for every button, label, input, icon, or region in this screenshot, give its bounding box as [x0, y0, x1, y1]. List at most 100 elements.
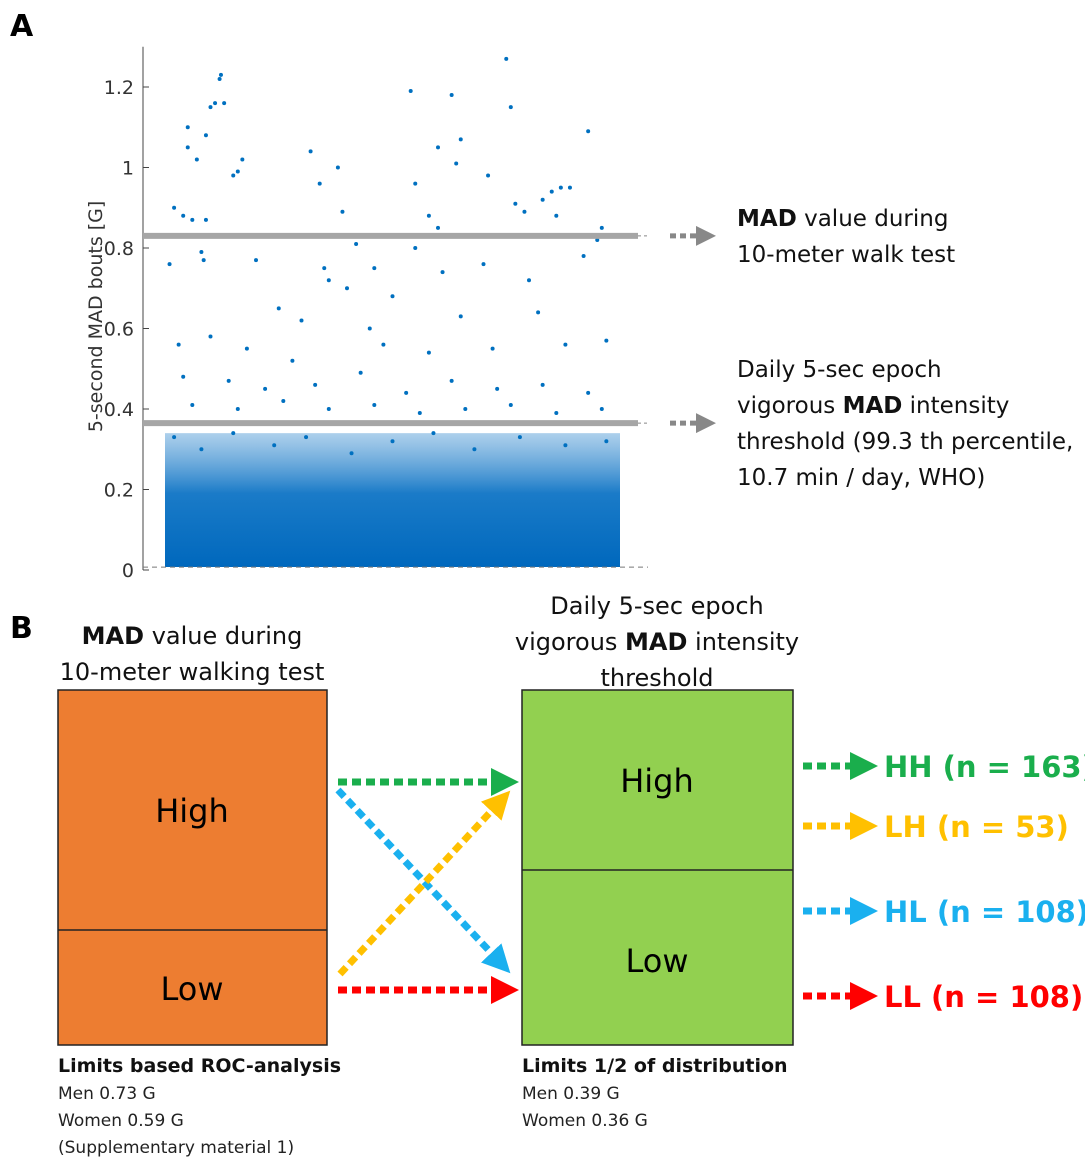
text-part: Daily 5-sec epoch: [550, 592, 763, 620]
point: [536, 310, 541, 315]
point: [167, 262, 172, 267]
point: [254, 258, 258, 263]
left-box: [57, 689, 328, 1046]
point: [276, 306, 281, 311]
point: [436, 225, 440, 230]
point: [172, 205, 177, 210]
point: [449, 378, 454, 383]
y-tick-label: 0.4: [104, 399, 134, 421]
point: [490, 346, 495, 351]
point: [586, 390, 591, 395]
point: [508, 402, 513, 407]
text-part: MAD: [82, 622, 144, 650]
point: [226, 378, 231, 383]
box-label: High: [620, 762, 694, 800]
text-line: MAD value during: [737, 206, 948, 232]
point: [458, 314, 463, 319]
point: [304, 435, 309, 440]
point: [299, 318, 304, 323]
text-line: 10.7 min / day, WHO): [737, 465, 985, 491]
point: [513, 201, 518, 206]
point: [413, 246, 418, 250]
limits-title: Limits 1/2 of distribution: [522, 1055, 788, 1077]
point: [563, 443, 568, 448]
point: [217, 76, 222, 81]
text-part: MAD: [737, 206, 797, 232]
point: [558, 185, 563, 190]
point: [436, 145, 440, 150]
text-part: vigorous: [515, 628, 625, 656]
point: [208, 334, 213, 339]
point: [426, 350, 431, 355]
point: [208, 105, 213, 110]
point: [335, 165, 340, 170]
point: [326, 278, 331, 283]
point: [235, 169, 240, 174]
text-part: intensity: [902, 393, 1009, 419]
text-line: 10-meter walking test: [60, 658, 325, 686]
text-line: Daily 5-sec epoch: [550, 592, 763, 620]
point: [272, 443, 277, 448]
point: [185, 145, 190, 150]
diagram: High Low High Low: [57, 689, 794, 1046]
point: [322, 266, 327, 271]
point: [263, 386, 268, 391]
point: [354, 241, 359, 246]
text-line: 10-meter walk test: [737, 242, 955, 268]
y-tick-label: 0: [122, 560, 134, 582]
y-tick-label: 0.8: [104, 238, 134, 260]
point: [481, 262, 486, 267]
limits-line: Women 0.59 G: [58, 1111, 184, 1131]
point: [281, 398, 286, 403]
text-line: MAD value during: [82, 622, 303, 650]
point: [390, 439, 395, 444]
point: [540, 382, 545, 387]
text-part: value during: [797, 206, 949, 232]
point: [595, 237, 600, 242]
point: [218, 72, 223, 77]
point: [372, 402, 377, 407]
text-part: intensity: [687, 628, 799, 656]
arrows: [335, 768, 519, 1004]
point: [199, 447, 204, 452]
point: [381, 342, 386, 347]
limits-line: (Supplementary material 1): [58, 1138, 294, 1158]
point: [244, 346, 249, 351]
y-tick-label: 0.6: [104, 319, 134, 341]
text-part: MAD: [843, 393, 903, 419]
point: [176, 342, 181, 347]
point: [231, 173, 236, 178]
text-part: 10.7 min / day, WHO): [737, 465, 985, 491]
point: [604, 338, 609, 343]
point: [413, 181, 418, 186]
text-part: Daily 5-sec epoch: [737, 357, 942, 383]
point: [203, 217, 208, 222]
box-label: Low: [625, 942, 688, 980]
text-line: threshold: [600, 664, 713, 692]
point: [326, 407, 331, 411]
point: [472, 447, 477, 452]
text-part: value during: [144, 622, 302, 650]
limits-title: Limits based ROC-analysis: [58, 1055, 341, 1077]
outcome-label: LH (n = 53): [884, 810, 1069, 844]
outcome-label: HL (n = 108): [884, 895, 1085, 929]
point: [190, 402, 195, 407]
point: [504, 56, 509, 61]
point: [508, 105, 513, 110]
point: [563, 342, 568, 347]
point: [290, 358, 295, 363]
point: [527, 278, 531, 283]
point: [599, 225, 604, 230]
text-line: Daily 5-sec epoch: [737, 357, 942, 383]
point: [522, 209, 527, 214]
point: [172, 435, 177, 440]
box-label: Low: [160, 970, 223, 1008]
point: [486, 173, 491, 178]
point: [390, 294, 395, 299]
point: [222, 101, 227, 106]
text-part: vigorous: [737, 393, 843, 419]
y-tick-label: 0.2: [104, 480, 134, 502]
point: [181, 213, 186, 218]
point: [517, 435, 522, 440]
point: [463, 407, 468, 411]
